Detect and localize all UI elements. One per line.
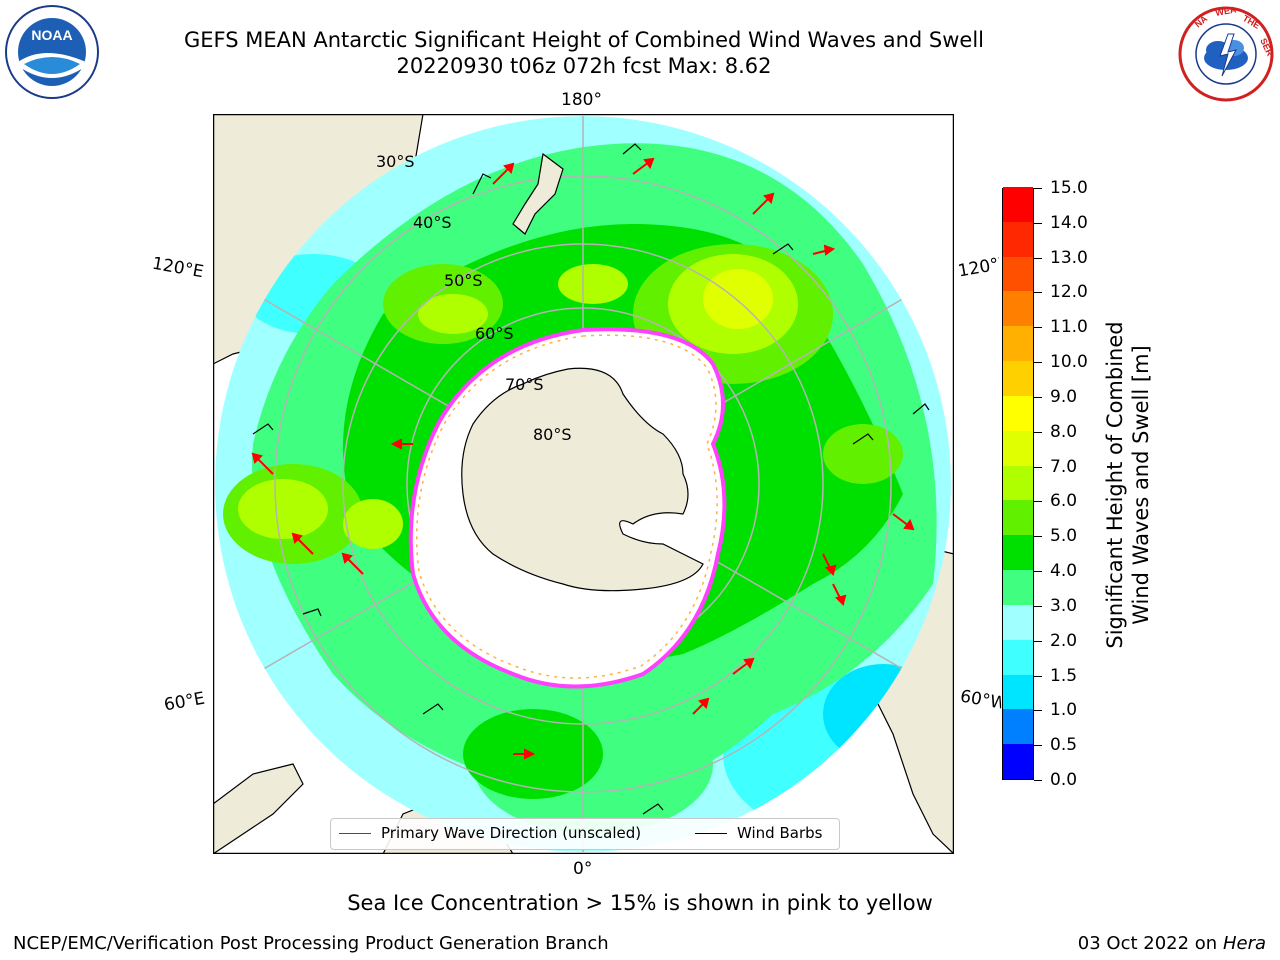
- lat-label-30s: 30°S: [376, 152, 415, 171]
- colorbar-segment: [1003, 395, 1033, 431]
- colorbar-tick-mark: [1034, 501, 1042, 503]
- colorbar-tick-mark: [1034, 362, 1042, 364]
- credit-text: NCEP/EMC/Verification Post Processing Pr…: [13, 933, 609, 954]
- legend-wind-label: Wind Barbs: [737, 824, 823, 842]
- antarctica-landmass: [461, 367, 704, 592]
- lat-label-60s: 60°S: [475, 324, 514, 343]
- colorbar-tick-mark: [1034, 292, 1042, 294]
- colorbar-segment: [1003, 221, 1033, 257]
- africa-landmass: [213, 763, 304, 854]
- colorbar-tick-label: 6.0: [1050, 491, 1078, 512]
- colorbar-segment: [1003, 360, 1033, 396]
- colorbar-segment: [1003, 325, 1033, 362]
- colorbar-tick-label: 14.0: [1050, 212, 1088, 233]
- colorbar-tick-label: 10.0: [1050, 352, 1088, 373]
- lon-label-60e: 60°E: [162, 688, 207, 716]
- colorbar-tick-mark: [1034, 571, 1042, 573]
- lon-label-120e: 120°E: [150, 253, 206, 283]
- colorbar-tick-mark: [1034, 780, 1042, 781]
- chart-title: GEFS MEAN Antarctic Significant Height o…: [183, 28, 985, 52]
- new-zealand-landmass: [512, 152, 564, 235]
- colorbar-tick-mark: [1034, 431, 1042, 433]
- colorbar-tick-label: 8.0: [1050, 421, 1078, 442]
- colorbar-segment: [1003, 604, 1033, 640]
- colorbar-segment: [1003, 534, 1033, 571]
- colorbar-tick-mark: [1034, 396, 1042, 398]
- colorbar-tick-mark: [1034, 745, 1042, 747]
- wave-direction-arrows: [251, 157, 915, 760]
- colorbar-tick-mark: [1034, 605, 1042, 607]
- colorbar-tick-label: 4.0: [1050, 561, 1078, 582]
- nws-logo: NA WEA THE SER: [1178, 4, 1275, 102]
- colorbar-segment: [1003, 465, 1033, 501]
- forecast-info: 20220930 t06z 072h fcst Max: 8.62: [396, 54, 772, 78]
- colorbar-tick-mark: [1034, 710, 1042, 712]
- colorbar-tick-label: 12.0: [1050, 282, 1088, 303]
- colorbar-segment: [1003, 430, 1033, 466]
- legend-wave-direction: Primary Wave Direction (unscaled): [339, 824, 641, 842]
- colorbar-segment: [1003, 186, 1033, 222]
- map-border: [213, 114, 954, 854]
- noaa-logo-text: NOAA: [31, 27, 72, 43]
- colorbar-tick-label: 7.0: [1050, 456, 1078, 477]
- map-legend: Primary Wave Direction (unscaled) Wind B…: [330, 818, 840, 850]
- colorbar-segment: [1003, 499, 1033, 536]
- noaa-logo: NOAA: [5, 5, 99, 99]
- svg-text:WEA: WEA: [1215, 4, 1238, 18]
- colorbar-tick-label: 2.0: [1050, 630, 1078, 651]
- colorbar-tick-mark: [1034, 257, 1042, 259]
- lon-label-0: 0°: [573, 859, 593, 879]
- colorbar-segment: [1003, 569, 1033, 605]
- colorbar-tick-label: 0.0: [1050, 770, 1078, 790]
- colorbar-tick-label: 11.0: [1050, 317, 1088, 338]
- colorbar-tick-mark: [1034, 675, 1042, 677]
- colorbar-tick-mark: [1034, 222, 1042, 224]
- colorbar-tick-label: 1.0: [1050, 700, 1078, 721]
- lat-label-70s: 70°S: [505, 375, 544, 394]
- colorbar-tick-label: 9.0: [1050, 386, 1078, 407]
- colorbar-tick-label: 3.0: [1050, 595, 1078, 616]
- colorbar-tick-mark: [1034, 466, 1042, 468]
- colorbar-segment: [1003, 708, 1033, 745]
- lat-label-40s: 40°S: [413, 213, 452, 232]
- polar-map: [213, 114, 954, 854]
- colorbar-tick-mark: [1034, 640, 1042, 642]
- colorbar-tick-mark: [1034, 327, 1042, 329]
- colorbar-tick-mark: [1034, 536, 1042, 538]
- wind-barbs: [252, 143, 930, 815]
- colorbar-segment: [1003, 256, 1033, 292]
- lat-label-80s: 80°S: [533, 425, 572, 444]
- colorbar-title: Significant Height of Combined Wind Wave…: [1102, 275, 1154, 695]
- lat-label-50s: 50°S: [444, 271, 483, 290]
- colorbar-tick-label: 0.5: [1050, 735, 1078, 756]
- date-stamp: 03 Oct 2022 on Hera: [1078, 933, 1266, 954]
- colorbar-tick-label: 1.5: [1050, 665, 1078, 686]
- colorbar-tick-mark: [1034, 188, 1042, 189]
- legend-wave-line: [339, 833, 371, 834]
- legend-wind-barbs: Wind Barbs: [695, 824, 822, 842]
- map-canvas: [213, 114, 954, 854]
- colorbar-segment: [1003, 290, 1033, 327]
- legend-wave-label: Primary Wave Direction (unscaled): [381, 824, 642, 842]
- lon-label-120w: 120°W: [956, 254, 1002, 282]
- colorbar-segment: [1003, 743, 1033, 779]
- colorbar-segment: [1003, 674, 1033, 710]
- colorbar-segment: [1003, 639, 1033, 675]
- date-text: 03 Oct 2022 on: [1077, 933, 1223, 954]
- colorbar-tick-label: 13.0: [1050, 247, 1088, 268]
- legend-wind-line: [695, 833, 727, 834]
- colorbar-title-line1: Significant Height of Combined: [1103, 321, 1127, 649]
- colorbar-tick-label: 15.0: [1050, 178, 1088, 198]
- sea-ice-note: Sea Ice Concentration > 15% is shown in …: [347, 891, 933, 915]
- lon-label-60w: 60°W: [958, 686, 1004, 714]
- lon-label-180: 180°: [561, 90, 602, 110]
- colorbar-title-line2: Wind Waves and Swell [m]: [1129, 345, 1153, 625]
- colorbar-tick-label: 5.0: [1050, 526, 1078, 547]
- machine-name: Hera: [1222, 933, 1266, 954]
- colorbar: [1002, 186, 1034, 780]
